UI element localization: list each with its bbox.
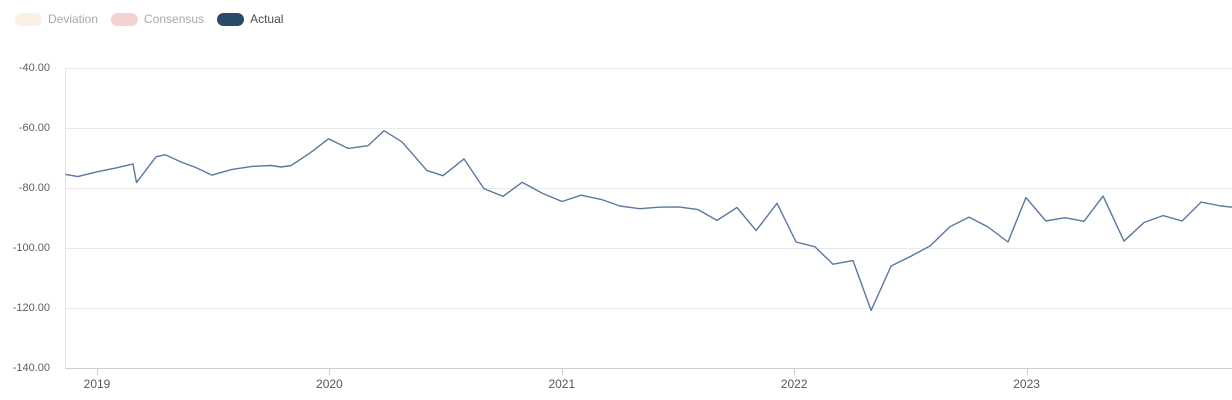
y-axis-label: -40.00 — [18, 62, 50, 74]
x-axis-label: 2023 — [1013, 377, 1040, 391]
gridline — [65, 248, 1232, 249]
x-axis-tick — [794, 369, 796, 375]
x-axis-label: 2022 — [780, 377, 808, 391]
x-axis-tick — [329, 369, 331, 375]
x-axis-tick — [561, 369, 563, 375]
gridline — [65, 308, 1232, 309]
x-axis-label: 2021 — [548, 377, 576, 391]
x-axis-tick — [1026, 369, 1028, 375]
y-axis-label: -80.00 — [18, 182, 50, 194]
series-line-actual — [65, 129, 1232, 312]
x-axis-tick — [97, 369, 98, 375]
legend: Deviation Consensus Actual — [15, 12, 283, 26]
legend-swatch-icon — [111, 12, 139, 26]
legend-label: Deviation — [48, 12, 99, 26]
y-axis-line — [65, 68, 66, 368]
y-axis-label: -120.00 — [12, 302, 50, 314]
legend-swatch-icon — [217, 12, 245, 26]
y-axis-label: -60.00 — [18, 122, 50, 134]
y-axis-label: -140.00 — [12, 362, 50, 374]
legend-label: Actual — [250, 12, 284, 26]
x-axis-label: 2019 — [83, 377, 111, 391]
x-axis-label: 2020 — [316, 377, 343, 391]
y-axis-label: -100.00 — [12, 242, 50, 254]
gridline — [65, 128, 1232, 129]
legend-label: Consensus — [144, 12, 205, 26]
legend-item-actual[interactable]: Actual — [217, 12, 283, 26]
x-axis-line — [65, 368, 1232, 369]
legend-item-deviation[interactable]: Deviation — [15, 12, 98, 26]
legend-swatch-icon — [15, 12, 42, 26]
legend-item-consensus[interactable]: Consensus — [111, 12, 204, 26]
gridline — [65, 188, 1232, 189]
gridline — [65, 68, 1232, 69]
